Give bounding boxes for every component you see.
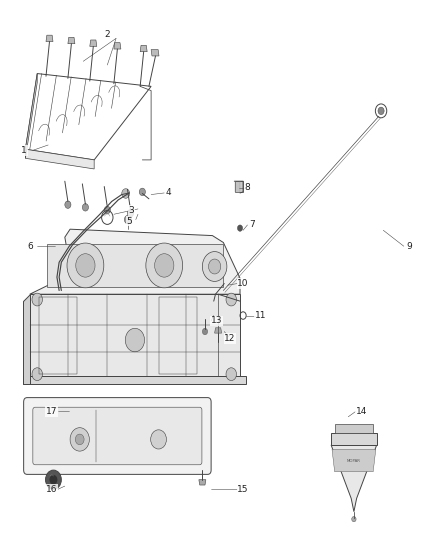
- Circle shape: [127, 209, 134, 217]
- Circle shape: [32, 293, 42, 306]
- Polygon shape: [25, 74, 37, 158]
- Text: 11: 11: [255, 311, 266, 320]
- Text: MOPAR: MOPAR: [347, 458, 361, 463]
- Polygon shape: [151, 50, 159, 56]
- Text: 1: 1: [21, 146, 27, 155]
- Polygon shape: [332, 449, 376, 472]
- Polygon shape: [215, 328, 222, 333]
- Circle shape: [70, 427, 89, 451]
- Text: 15: 15: [237, 485, 249, 494]
- Circle shape: [76, 254, 95, 277]
- Circle shape: [378, 107, 384, 115]
- Polygon shape: [114, 43, 121, 49]
- Circle shape: [151, 430, 166, 449]
- Circle shape: [104, 206, 110, 214]
- Circle shape: [155, 254, 174, 277]
- Circle shape: [124, 215, 131, 224]
- Circle shape: [75, 434, 84, 445]
- Circle shape: [139, 188, 145, 196]
- Text: 16: 16: [46, 485, 57, 494]
- Polygon shape: [23, 294, 30, 384]
- FancyBboxPatch shape: [24, 398, 211, 474]
- Circle shape: [46, 470, 61, 489]
- Text: 6: 6: [27, 242, 33, 251]
- Circle shape: [202, 328, 208, 335]
- Text: 14: 14: [356, 407, 367, 416]
- Circle shape: [208, 259, 221, 274]
- Circle shape: [55, 288, 66, 301]
- Bar: [235, 181, 243, 192]
- FancyBboxPatch shape: [33, 407, 202, 465]
- Circle shape: [146, 243, 183, 288]
- Polygon shape: [46, 35, 53, 42]
- Circle shape: [67, 243, 104, 288]
- Text: 9: 9: [406, 242, 413, 251]
- Text: 10: 10: [237, 279, 249, 288]
- Circle shape: [122, 189, 130, 198]
- Circle shape: [226, 368, 237, 381]
- Polygon shape: [25, 149, 94, 169]
- Circle shape: [352, 516, 356, 522]
- Text: 12: 12: [224, 334, 236, 343]
- Bar: [331, 433, 377, 445]
- Polygon shape: [47, 244, 223, 287]
- Text: 2: 2: [105, 30, 110, 39]
- Polygon shape: [30, 294, 240, 376]
- Circle shape: [65, 201, 71, 208]
- Circle shape: [32, 368, 42, 381]
- Circle shape: [51, 283, 70, 306]
- Polygon shape: [90, 40, 97, 46]
- Circle shape: [125, 328, 145, 352]
- Polygon shape: [68, 37, 75, 44]
- Text: 3: 3: [128, 206, 134, 215]
- Text: 7: 7: [249, 221, 255, 229]
- Text: 5: 5: [126, 217, 132, 225]
- Polygon shape: [140, 45, 147, 52]
- Polygon shape: [199, 480, 206, 485]
- Circle shape: [49, 475, 57, 484]
- Text: 8: 8: [244, 183, 251, 192]
- Polygon shape: [331, 445, 377, 512]
- Circle shape: [202, 252, 227, 281]
- Text: 4: 4: [166, 189, 171, 197]
- Circle shape: [82, 204, 88, 211]
- Text: 13: 13: [211, 317, 223, 325]
- Polygon shape: [30, 229, 240, 294]
- Circle shape: [237, 225, 243, 231]
- Bar: [335, 424, 373, 433]
- Polygon shape: [23, 376, 246, 384]
- Text: 17: 17: [46, 407, 57, 416]
- Circle shape: [226, 293, 237, 306]
